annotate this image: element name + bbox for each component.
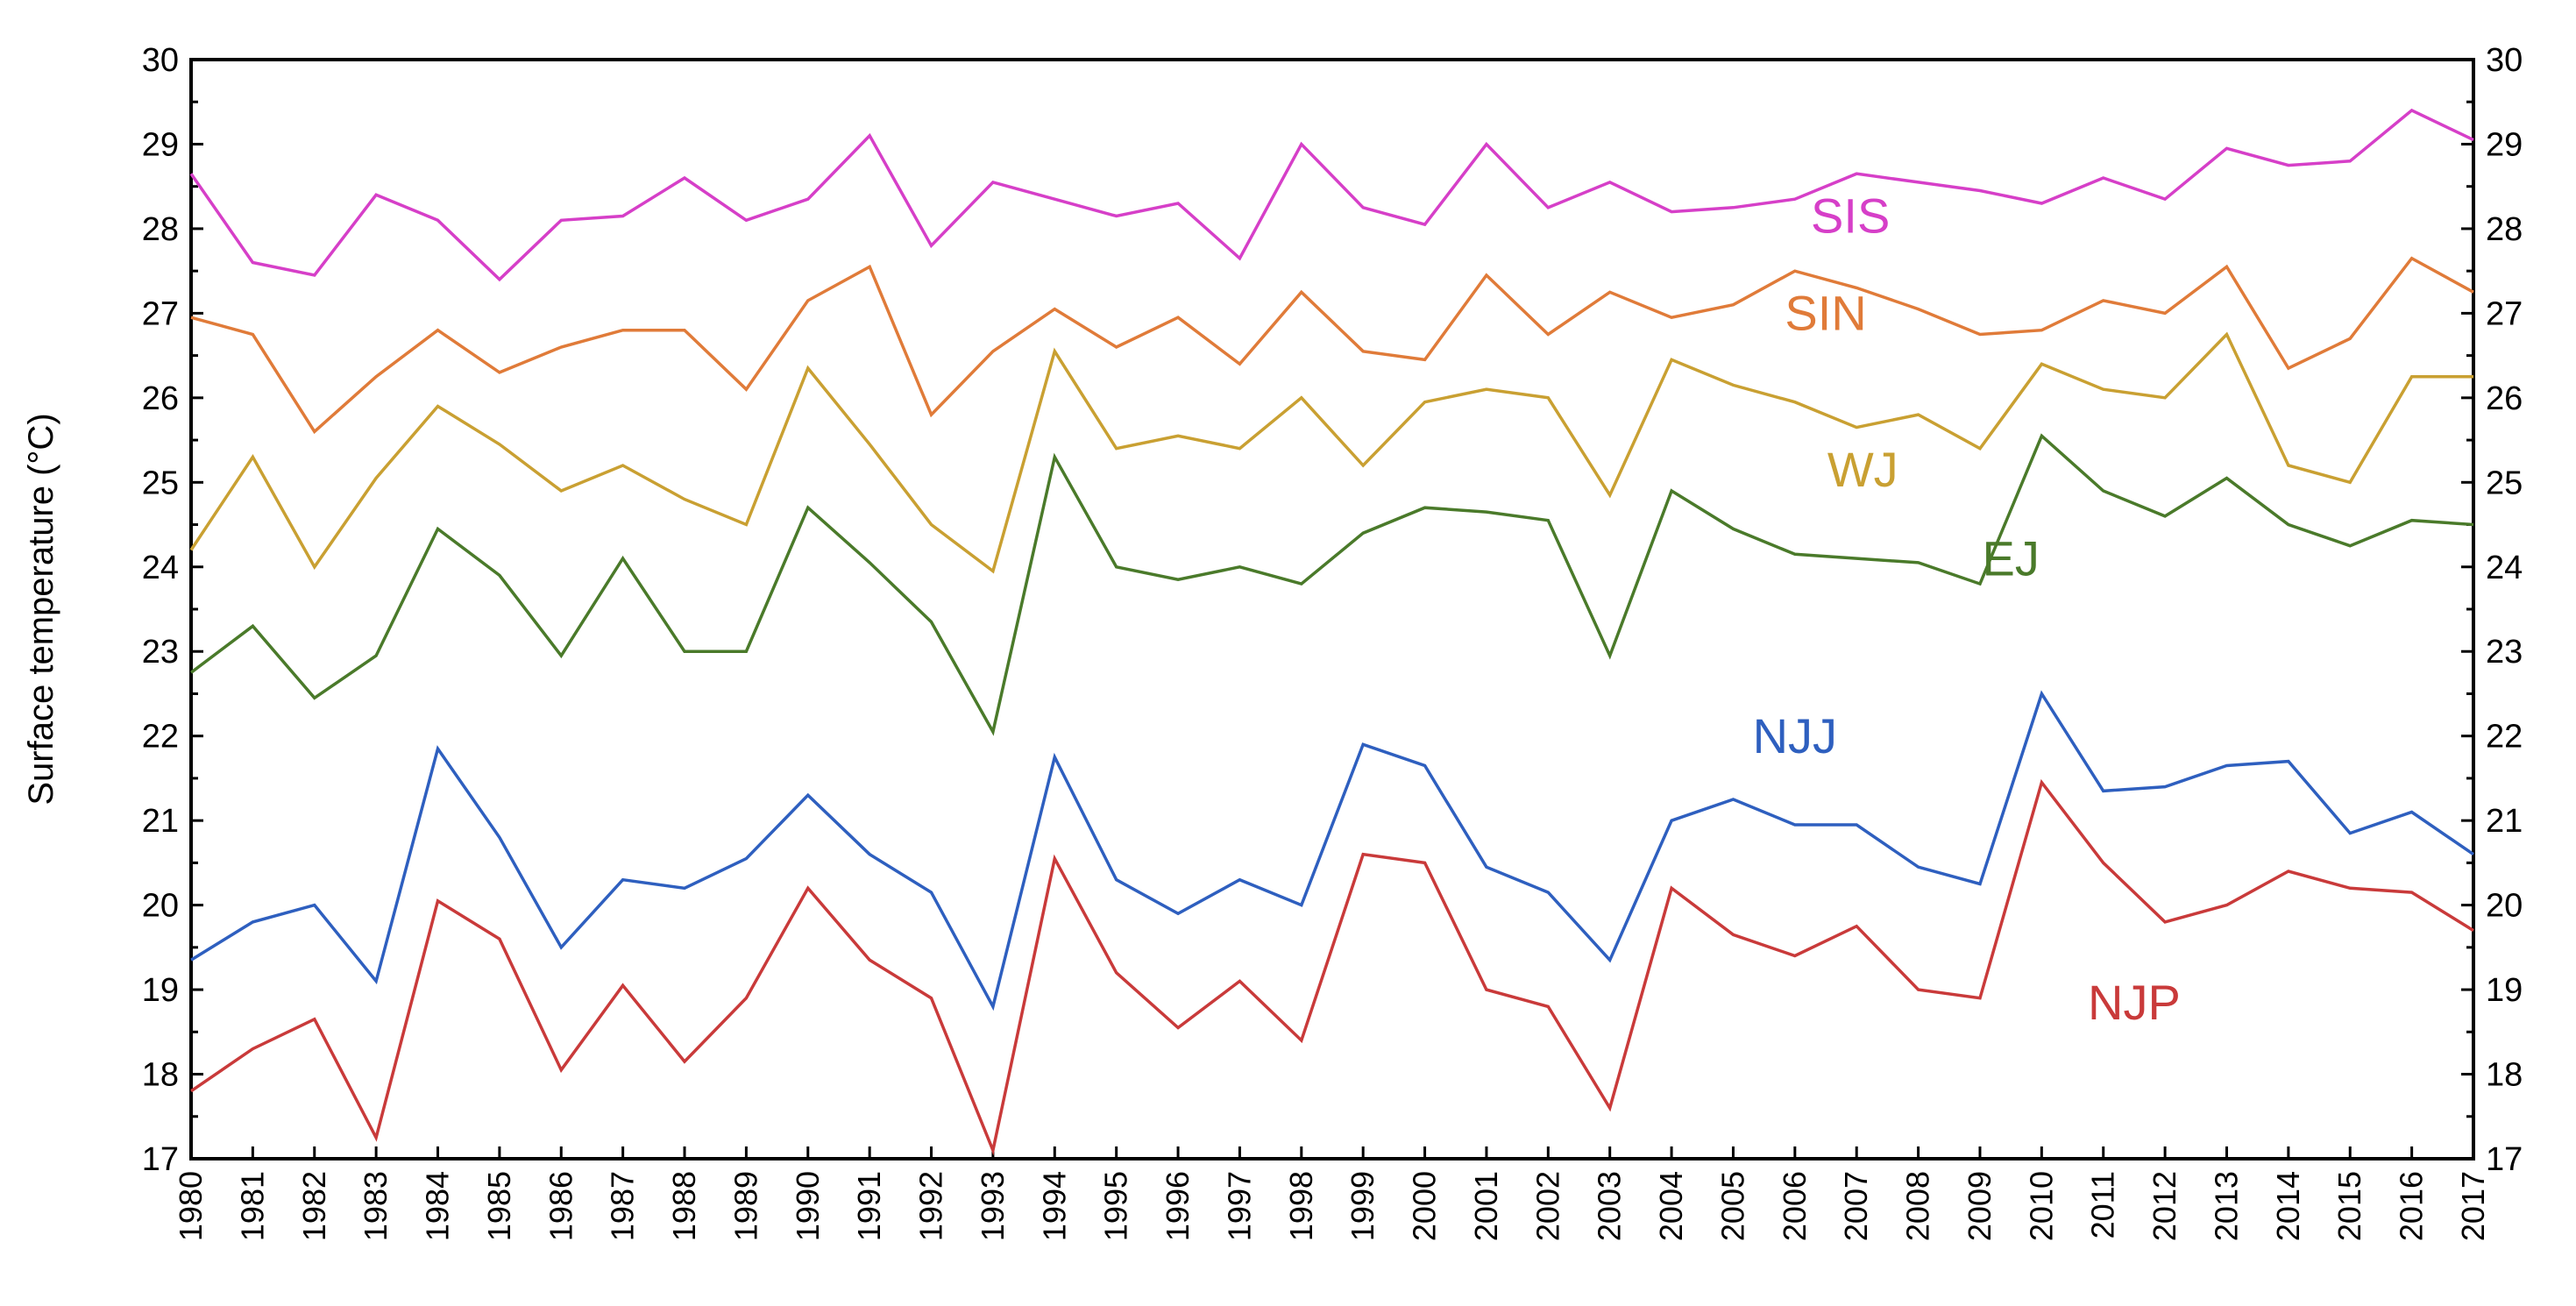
x-tick-label: 2004 bbox=[1653, 1171, 1689, 1241]
plot-frame bbox=[189, 58, 2475, 1160]
x-tick-label: 2017 bbox=[2455, 1171, 2491, 1241]
y-tick-label-right: 30 bbox=[2486, 42, 2523, 79]
x-tick-label: 2002 bbox=[1529, 1171, 1565, 1241]
x-tick-label: 1998 bbox=[1283, 1171, 1319, 1241]
x-tick-label: 1983 bbox=[358, 1171, 394, 1241]
x-tick-label: 2008 bbox=[1900, 1171, 1936, 1241]
x-tick-label: 2010 bbox=[2023, 1171, 2059, 1241]
x-tick-label: 1991 bbox=[851, 1171, 887, 1241]
x-tick-label: 1990 bbox=[790, 1171, 826, 1241]
y-tick-label-right: 22 bbox=[2486, 719, 2523, 756]
x-tick-label: 1997 bbox=[1221, 1171, 1257, 1241]
series-label-wj: WJ bbox=[1827, 442, 1898, 497]
x-tick-label: 1987 bbox=[605, 1171, 641, 1241]
series-line-wj bbox=[189, 331, 2473, 574]
x-tick-label: 1980 bbox=[173, 1171, 209, 1241]
series-lines bbox=[189, 108, 2474, 1156]
x-tick-label: 2001 bbox=[1468, 1171, 1504, 1241]
y-tick-label-right: 24 bbox=[2486, 550, 2523, 586]
axis-ticks bbox=[189, 58, 2475, 1160]
y-tick-label-left: 29 bbox=[142, 126, 179, 163]
y-tick-label-left: 21 bbox=[142, 803, 179, 840]
series-label-sin: SIN bbox=[1785, 286, 1866, 341]
y-tick-label-right: 29 bbox=[2486, 126, 2523, 163]
y-tick-label-left: 23 bbox=[142, 634, 179, 671]
y-tick-label-right: 17 bbox=[2486, 1141, 2523, 1178]
series-line-njp bbox=[190, 778, 2474, 1156]
x-tick-label: 2007 bbox=[1838, 1171, 1874, 1241]
x-tick-label: 2006 bbox=[1777, 1171, 1813, 1241]
y-tick-labels-left: 17 18 19 20 21 22 23 24 25 26 27 28 29 30 bbox=[142, 42, 179, 1178]
y-tick-label-left: 24 bbox=[142, 550, 179, 586]
x-tick-label: 1999 bbox=[1345, 1171, 1380, 1241]
y-tick-labels-right: 17 18 19 20 21 22 23 24 25 26 27 28 29 30 bbox=[2486, 42, 2523, 1178]
series-line-sis bbox=[189, 108, 2474, 282]
series-label-njj: NJJ bbox=[1753, 708, 1837, 763]
y-tick-label-left: 20 bbox=[142, 888, 179, 925]
y-tick-label-left: 30 bbox=[142, 42, 179, 79]
y-tick-label-right: 26 bbox=[2486, 380, 2523, 417]
y-tick-label-right: 18 bbox=[2486, 1057, 2523, 1094]
x-tick-label: 2000 bbox=[1407, 1171, 1443, 1241]
x-tick-label: 1995 bbox=[1098, 1171, 1134, 1241]
x-tick-label: 2012 bbox=[2147, 1171, 2182, 1241]
y-axis-title: Surface temperature (°C) bbox=[22, 413, 60, 805]
y-tick-label-left: 28 bbox=[142, 211, 179, 248]
x-tick-label: 1984 bbox=[420, 1171, 456, 1241]
y-tick-label-right: 27 bbox=[2486, 295, 2523, 332]
y-tick-label-left: 22 bbox=[142, 719, 179, 756]
x-tick-label: 1985 bbox=[481, 1171, 517, 1241]
x-tick-label: 2013 bbox=[2208, 1171, 2244, 1241]
y-tick-label-left: 18 bbox=[142, 1057, 179, 1094]
x-tick-label: 1988 bbox=[666, 1171, 702, 1241]
y-tick-label-right: 19 bbox=[2486, 972, 2523, 1009]
x-tick-label: 2009 bbox=[1962, 1171, 1998, 1241]
x-tick-label: 1993 bbox=[975, 1171, 1011, 1241]
x-tick-label: 1989 bbox=[727, 1171, 763, 1241]
y-tick-label-right: 23 bbox=[2486, 634, 2523, 671]
series-line-njj bbox=[190, 690, 2474, 1011]
series-label-ej: EJ bbox=[1982, 530, 2039, 586]
x-tick-label: 1996 bbox=[1160, 1171, 1196, 1241]
y-tick-label-right: 25 bbox=[2486, 465, 2523, 501]
x-tick-label: 1981 bbox=[234, 1171, 270, 1241]
x-tick-label: 2003 bbox=[1592, 1171, 1628, 1241]
y-tick-label-left: 26 bbox=[142, 380, 179, 417]
y-tick-label-left: 27 bbox=[142, 295, 179, 332]
series-label-njp: NJP bbox=[2088, 975, 2181, 1030]
x-tick-label: 2016 bbox=[2394, 1171, 2430, 1241]
series-labels: SIS SIN WJ EJ NJJ NJP bbox=[1753, 188, 2181, 1030]
x-tick-label: 1986 bbox=[543, 1171, 578, 1241]
y-tick-label-left: 19 bbox=[142, 972, 179, 1009]
x-tick-label: 1992 bbox=[913, 1171, 949, 1241]
y-tick-label-right: 21 bbox=[2486, 803, 2523, 840]
x-tick-label: 2011 bbox=[2085, 1171, 2121, 1239]
x-tick-labels: 1980 1981 1982 1983 1984 1985 1986 1987 1988 1989… bbox=[173, 1171, 2491, 1241]
series-line-ej bbox=[189, 433, 2474, 736]
series-line-sin bbox=[190, 256, 2474, 435]
y-tick-label-left: 25 bbox=[142, 465, 179, 501]
x-tick-label: 1994 bbox=[1036, 1171, 1072, 1241]
x-tick-label: 2014 bbox=[2270, 1171, 2306, 1241]
x-tick-label: 2005 bbox=[1714, 1171, 1750, 1241]
x-tick-label: 2015 bbox=[2331, 1171, 2367, 1241]
series-label-sis: SIS bbox=[1811, 188, 1890, 244]
x-tick-label: 1982 bbox=[296, 1171, 332, 1241]
y-tick-label-right: 28 bbox=[2486, 211, 2523, 248]
y-tick-label-left: 17 bbox=[142, 1141, 179, 1178]
y-tick-label-right: 20 bbox=[2486, 888, 2523, 925]
